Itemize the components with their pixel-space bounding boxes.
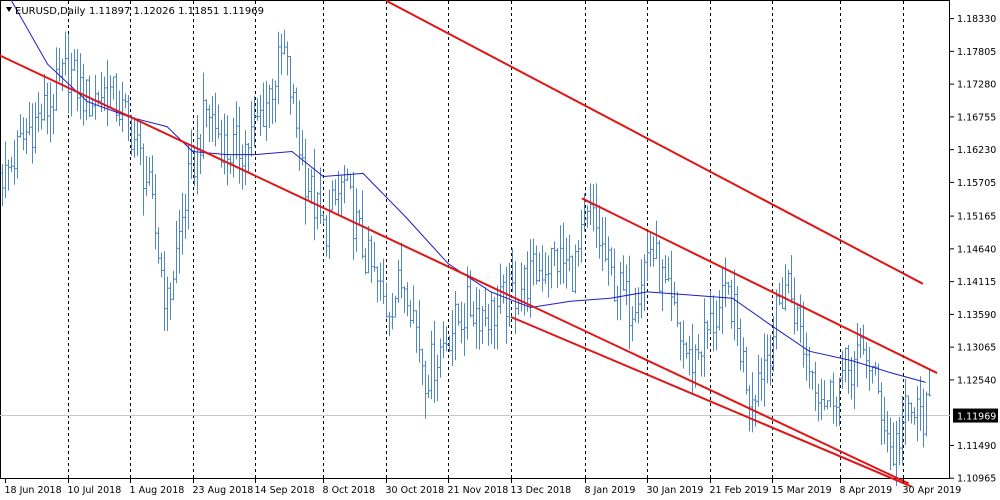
time-axis-label: 10 Jul 2018 bbox=[68, 485, 122, 496]
time-axis-label: 14 Sep 2018 bbox=[255, 485, 315, 496]
time-axis-label: 13 Dec 2018 bbox=[511, 485, 572, 496]
time-axis-label: 30 Jan 2019 bbox=[647, 485, 704, 496]
price-axis-label: 1.17805 bbox=[957, 47, 996, 58]
price-axis-label: 1.13590 bbox=[957, 310, 996, 321]
plot-area bbox=[0, 0, 950, 479]
trendline-channel-lower[interactable] bbox=[510, 315, 912, 488]
time-axis-label: 8 Apr 2019 bbox=[840, 485, 893, 496]
ohlc-values: 1.11897 1.12026 1.11851 1.11969 bbox=[89, 6, 264, 17]
price-axis-label: 1.10965 bbox=[957, 474, 996, 485]
time-axis-label: 1 Aug 2018 bbox=[130, 485, 185, 496]
dropdown-triangle-icon[interactable] bbox=[6, 7, 12, 12]
vertical-gridlines bbox=[68, 1, 904, 478]
time-axis-label: 21 Feb 2019 bbox=[710, 485, 769, 496]
time-axis-label: 18 Jun 2018 bbox=[5, 485, 62, 496]
price-axis-label: 1.12540 bbox=[957, 375, 996, 386]
time-axis: 18 Jun 2018 10 Jul 2018 1 Aug 2018 23 Aug 2… bbox=[5, 478, 962, 496]
price-axis-label: 1.14115 bbox=[957, 277, 996, 288]
trendline-long-falling-line[interactable] bbox=[0, 49, 910, 485]
time-axis-label: 8 Oct 2018 bbox=[323, 485, 376, 496]
price-axis-label: 1.15705 bbox=[957, 178, 996, 189]
price-bars bbox=[1, 29, 931, 487]
price-axis-label: 1.14640 bbox=[957, 244, 996, 255]
price-axis-label: 1.16230 bbox=[957, 145, 996, 156]
time-axis-label: 30 Apr 2019 bbox=[903, 485, 962, 496]
price-axis: 1.18330 1.17805 1.17280 1.16755 1.16230 1.157… bbox=[950, 14, 996, 485]
symbol-label: EURUSD,Daily bbox=[15, 6, 86, 17]
price-axis-label: 1.17280 bbox=[957, 80, 996, 91]
price-axis-label: 1.18330 bbox=[957, 14, 996, 25]
trendlines bbox=[0, 0, 938, 488]
price-axis-label: 1.16755 bbox=[957, 112, 996, 123]
trendline-long-term-average[interactable] bbox=[385, 0, 924, 285]
time-axis-label: 30 Oct 2018 bbox=[386, 485, 445, 496]
price-axis-label: 1.11490 bbox=[957, 441, 996, 452]
current-price-tag bbox=[953, 408, 998, 423]
moving-average-line bbox=[10, 0, 926, 383]
time-axis-label: 8 Jan 2019 bbox=[585, 485, 636, 496]
trendline-channel-upper[interactable] bbox=[581, 197, 938, 374]
price-axis-label: 1.15165 bbox=[957, 212, 996, 223]
time-axis-label: 23 Aug 2018 bbox=[193, 485, 254, 496]
time-axis-label: 15 Mar 2019 bbox=[772, 485, 832, 496]
price-axis-label: 1.13065 bbox=[957, 343, 996, 354]
time-axis-label: 21 Nov 2018 bbox=[448, 485, 509, 496]
current-price-label: 1.11969 bbox=[957, 412, 996, 423]
